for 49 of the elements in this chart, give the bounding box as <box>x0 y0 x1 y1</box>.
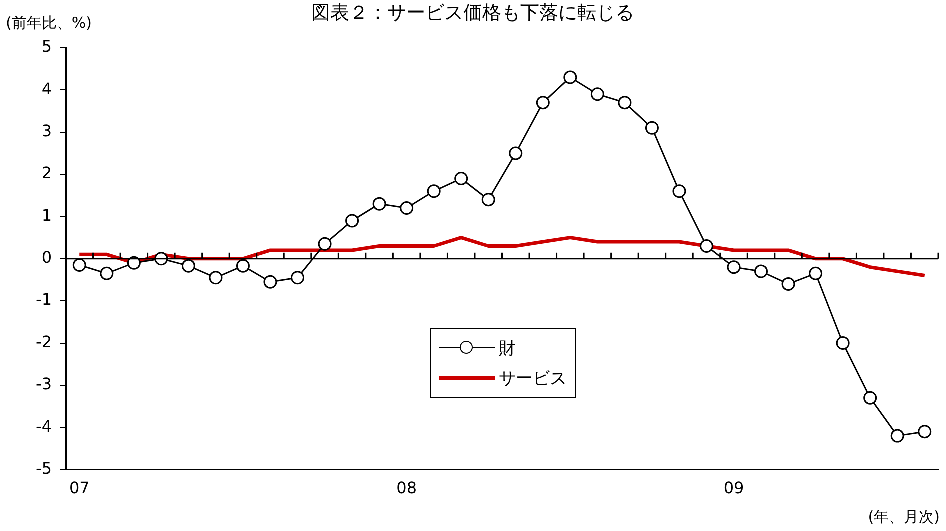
y-tick-label: -5 <box>36 458 52 478</box>
point <box>482 193 496 207</box>
point <box>509 146 523 160</box>
point <box>536 96 550 110</box>
y-tick-label: -1 <box>36 290 52 310</box>
point <box>209 271 223 285</box>
legend-label: 財 <box>499 338 516 360</box>
y-tick-label: 3 <box>42 122 52 141</box>
point <box>782 277 796 291</box>
y-tick-label: 2 <box>42 164 52 183</box>
x-tick-label: 08 <box>396 478 417 498</box>
point <box>72 258 86 272</box>
y-tick-label: 5 <box>42 37 52 56</box>
point <box>618 96 632 110</box>
x-axis-title: (年、月次) <box>868 508 940 527</box>
point <box>727 260 741 274</box>
point <box>400 202 414 216</box>
point <box>236 259 250 273</box>
point <box>590 88 604 102</box>
point <box>318 237 332 251</box>
point <box>182 259 196 273</box>
point <box>754 264 768 278</box>
x-tick-label: 09 <box>724 478 744 498</box>
y-tick-label: 4 <box>42 79 52 98</box>
y-tick-label: 1 <box>42 206 52 225</box>
point <box>346 214 360 228</box>
point <box>427 184 441 198</box>
point <box>918 425 932 439</box>
point <box>809 266 823 280</box>
point <box>100 266 114 280</box>
x-tick-label: 07 <box>69 478 90 498</box>
point <box>454 172 468 186</box>
legend-label: サービス <box>499 368 567 390</box>
point <box>264 275 278 289</box>
point <box>372 197 386 211</box>
point <box>700 239 714 253</box>
point <box>645 121 659 135</box>
y-axis-title: (前年比、%) <box>6 14 92 33</box>
y-tick-label: -4 <box>36 416 52 436</box>
point <box>291 271 305 285</box>
point <box>672 184 686 198</box>
y-tick-label: 0 <box>42 248 52 268</box>
point <box>836 336 850 350</box>
point <box>864 391 878 405</box>
y-tick-label: -3 <box>36 374 52 394</box>
chart-title: 図表２：サービス価格も下落に転じる <box>312 2 634 24</box>
point <box>564 70 578 84</box>
y-tick-label: -2 <box>36 332 52 352</box>
point <box>890 429 904 443</box>
